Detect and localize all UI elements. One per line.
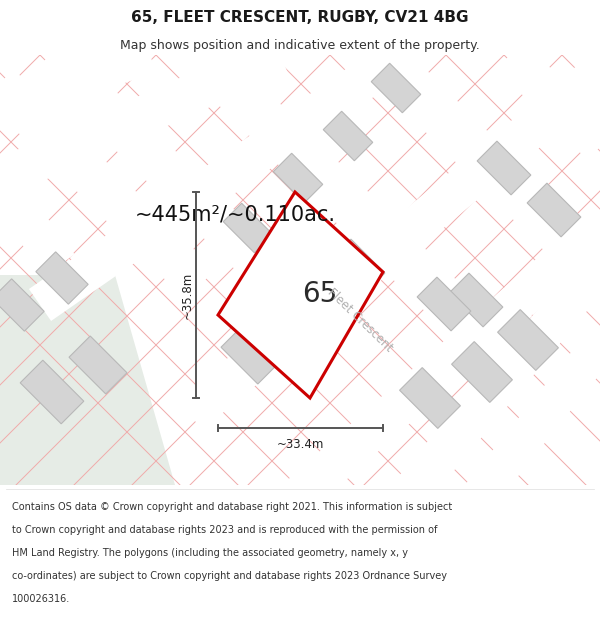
Polygon shape [477, 141, 531, 195]
Text: to Crown copyright and database rights 2023 and is reproduced with the permissio: to Crown copyright and database rights 2… [12, 525, 437, 535]
Polygon shape [0, 275, 175, 485]
Text: Fleet Crescent: Fleet Crescent [325, 286, 395, 354]
Polygon shape [20, 360, 84, 424]
Text: 65: 65 [302, 280, 337, 308]
Text: ~445m²/~0.110ac.: ~445m²/~0.110ac. [135, 205, 336, 225]
Polygon shape [497, 309, 559, 371]
Polygon shape [0, 279, 44, 331]
Polygon shape [449, 273, 503, 327]
Text: Map shows position and indicative extent of the property.: Map shows position and indicative extent… [120, 39, 480, 51]
Text: 100026316.: 100026316. [12, 594, 70, 604]
Polygon shape [331, 239, 385, 293]
Polygon shape [221, 326, 279, 384]
Text: HM Land Registry. The polygons (including the associated geometry, namely x, y: HM Land Registry. The polygons (includin… [12, 548, 408, 558]
Polygon shape [218, 192, 383, 398]
Polygon shape [279, 287, 337, 345]
Polygon shape [69, 336, 127, 394]
Polygon shape [273, 153, 323, 202]
Polygon shape [452, 342, 512, 402]
Polygon shape [223, 203, 273, 252]
Text: co-ordinates) are subject to Crown copyright and database rights 2023 Ordnance S: co-ordinates) are subject to Crown copyr… [12, 571, 447, 581]
Polygon shape [323, 111, 373, 161]
Text: 65, FLEET CRESCENT, RUGBY, CV21 4BG: 65, FLEET CRESCENT, RUGBY, CV21 4BG [131, 10, 469, 25]
Polygon shape [371, 63, 421, 112]
Polygon shape [417, 277, 471, 331]
Polygon shape [36, 252, 88, 304]
Text: ~33.4m: ~33.4m [277, 438, 324, 451]
Text: ~35.8m: ~35.8m [181, 271, 193, 319]
Polygon shape [400, 368, 460, 428]
Polygon shape [527, 183, 581, 237]
Text: Contains OS data © Crown copyright and database right 2021. This information is : Contains OS data © Crown copyright and d… [12, 502, 452, 512]
